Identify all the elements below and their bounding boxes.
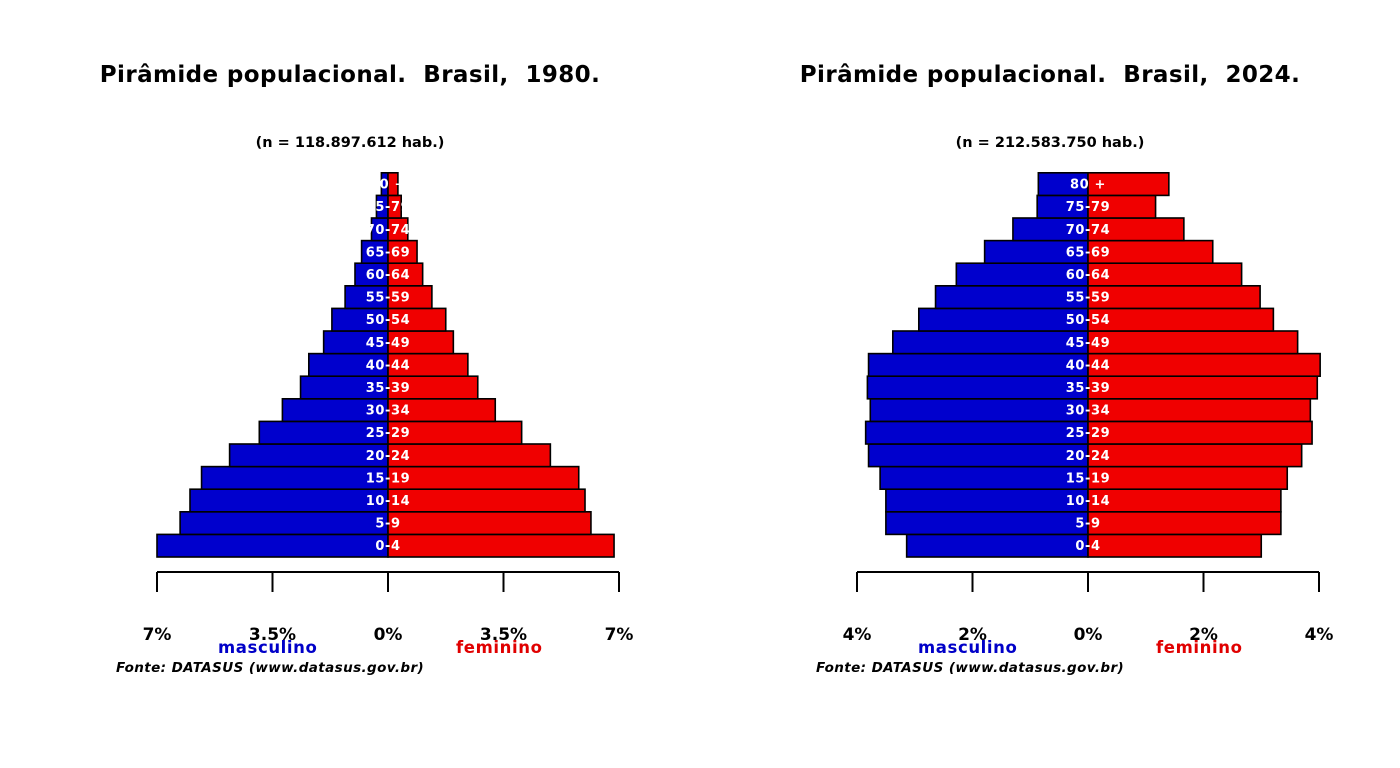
x-tick-label: 4% [843,625,872,645]
age-group-label: 50-54 [1066,313,1111,328]
female-bar [1087,262,1243,287]
age-group-label: 55-59 [1066,291,1111,306]
pyramid-1980-chart: 0-4 5-9 10-14 15-19 20-24 25-29 30-34 35-39 40-4… [143,172,634,645]
female-bar [387,533,615,558]
female-bar [1087,420,1313,445]
male-bar [885,510,1089,536]
female-bar [1087,352,1321,378]
age-group-label: 75-79 [1066,200,1111,215]
age-group-label: 70-74 [1066,223,1111,238]
chart-subtitle: (n = 118.897.612 hab.) [255,135,445,151]
male-bar [879,465,1089,491]
female-bar [387,443,552,468]
male-bar [892,330,1089,355]
male-bar [869,397,1089,423]
female-bar [1087,397,1312,423]
age-group-label: 35-39 [366,381,411,396]
age-group-label: 5-9 [1075,517,1100,532]
age-group-label: 25-29 [366,426,411,441]
male-bar [867,352,1089,378]
age-group-label: 45-49 [366,336,411,351]
x-tick-label: 3.5% [480,625,527,645]
x-tick-label: 7% [605,625,634,645]
female-bar [387,172,399,197]
age-group-label: 45-49 [1066,336,1111,351]
legend-female-label: feminino [456,638,543,657]
female-bar [1087,330,1299,355]
x-tick-label: 2% [958,625,987,645]
male-bar [200,465,389,491]
female-bar [387,510,592,536]
age-group-label: 55-59 [366,291,411,306]
female-bar [1087,443,1303,468]
age-group-label: 65-69 [366,245,411,260]
male-bar [189,488,389,513]
legend-female-label: feminino [1156,638,1243,657]
male-bar [156,533,389,558]
age-group-label: 35-39 [1066,381,1111,396]
age-group-label: 30-34 [366,404,411,419]
female-bar [1087,465,1289,491]
female-bar [1087,172,1170,197]
male-bar [867,443,1089,468]
x-tick-label: 2% [1189,625,1218,645]
age-group-label: 40-44 [1066,358,1111,373]
chart-title: Pirâmide populacional. Brasil, 2024. [799,62,1301,88]
age-group-label: 15-19 [1066,471,1111,486]
x-tick-label: 3.5% [249,625,296,645]
female-bar [1087,375,1319,400]
female-bar [1087,533,1263,558]
female-bar [387,465,580,491]
age-group-label: 5-9 [375,517,400,532]
male-bar [917,307,1089,332]
female-bar [1087,510,1282,536]
age-group-label: 10-14 [366,494,411,509]
female-bar [1087,284,1261,310]
age-group-label: 50-54 [366,313,411,328]
age-group-label: 0-4 [1075,539,1100,554]
age-group-label: 60-64 [366,268,411,283]
female-bar [1087,488,1282,513]
age-group-label: 80 + [370,178,406,193]
age-group-label: 15-19 [366,471,411,486]
age-group-label: 20-24 [1066,449,1111,464]
age-group-label: 75-79 [366,200,411,215]
chart-subtitle: (n = 212.583.750 hab.) [955,135,1145,151]
source-note: Fonte: DATASUS (www.datasus.gov.br) [816,660,1125,676]
age-group-label: 60-64 [1066,268,1111,283]
legend-male-label: masculino [218,638,318,657]
chart-title: Pirâmide populacional. Brasil, 1980. [99,62,601,88]
pyramid-2024-panel: Pirâmide populacional. Brasil, 2024. (n … [700,0,1400,768]
age-group-label: 65-69 [1066,245,1111,260]
age-group-label: 20-24 [366,449,411,464]
female-bar [1087,307,1275,332]
age-group-label: 0-4 [375,539,400,554]
age-group-label: 70-74 [366,223,411,238]
male-bar [864,420,1089,445]
pyramid-2024-chart: 0-4 5-9 10-14 15-19 20-24 25-29 30-34 35-39 40-4… [843,172,1334,645]
x-tick-label: 7% [143,625,172,645]
age-group-label: 80 + [1070,178,1106,193]
age-group-label: 25-29 [1066,426,1111,441]
legend-male-label: masculino [918,638,1018,657]
x-tick-label: 0% [1074,625,1103,645]
female-bar [387,488,586,513]
pyramid-1980-panel: Pirâmide populacional. Brasil, 1980. (n … [99,62,634,676]
age-group-label: 10-14 [1066,494,1111,509]
x-tick-label: 0% [374,625,403,645]
male-bar [905,533,1089,558]
source-note: Fonte: DATASUS (www.datasus.gov.br) [116,660,425,676]
male-bar [885,488,1089,513]
age-group-label: 30-34 [1066,404,1111,419]
x-tick-label: 4% [1305,625,1334,645]
male-bar [179,510,389,536]
male-bar [866,375,1089,400]
male-bar [228,443,389,468]
age-group-label: 40-44 [366,358,411,373]
